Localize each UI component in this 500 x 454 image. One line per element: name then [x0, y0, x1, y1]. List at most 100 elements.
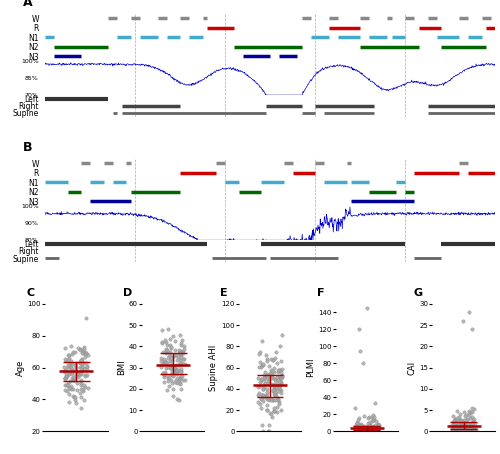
- Point: [64, 356, 72, 364]
- Point: [165, 373, 173, 380]
- Point: [258, 375, 266, 383]
- Point: [359, 360, 367, 367]
- Point: [165, 382, 173, 390]
- Point: [470, 427, 478, 434]
- Point: [354, 419, 362, 427]
- Point: [358, 427, 366, 434]
- Point: [366, 421, 374, 429]
- Point: [457, 427, 465, 434]
- Point: [468, 409, 476, 416]
- Point: [370, 414, 378, 421]
- Point: [374, 421, 382, 429]
- Point: [460, 425, 468, 432]
- Point: [450, 427, 458, 434]
- Point: [277, 368, 285, 375]
- Point: [68, 377, 76, 384]
- Point: [66, 363, 74, 370]
- Point: [254, 391, 262, 399]
- Point: [361, 426, 369, 434]
- Point: [73, 379, 81, 386]
- Point: [460, 422, 468, 429]
- Point: [458, 427, 466, 434]
- Point: [368, 424, 376, 432]
- Point: [178, 350, 186, 357]
- Point: [354, 423, 362, 430]
- Point: [160, 373, 168, 380]
- Point: [369, 426, 377, 433]
- Point: [272, 376, 280, 384]
- Point: [463, 420, 471, 428]
- Point: [366, 423, 374, 430]
- Point: [448, 421, 456, 428]
- Point: [368, 427, 376, 434]
- Point: [176, 356, 184, 364]
- Point: [180, 345, 188, 353]
- Point: [362, 305, 370, 312]
- Point: [276, 385, 283, 393]
- Point: [270, 385, 278, 392]
- Point: [465, 309, 473, 316]
- Point: [466, 420, 474, 428]
- Point: [82, 314, 90, 321]
- Point: [256, 348, 264, 355]
- Point: [163, 346, 171, 354]
- Point: [266, 411, 274, 418]
- Point: [64, 390, 72, 398]
- Point: [370, 416, 378, 424]
- Point: [452, 426, 460, 433]
- Point: [353, 419, 361, 426]
- Point: [173, 370, 181, 377]
- Point: [264, 406, 272, 413]
- Point: [270, 407, 278, 415]
- Point: [167, 361, 175, 369]
- Point: [162, 386, 170, 394]
- Point: [366, 428, 374, 435]
- Point: [260, 398, 268, 405]
- Point: [358, 426, 366, 434]
- Point: [167, 370, 175, 378]
- Point: [163, 360, 171, 367]
- Point: [358, 427, 366, 434]
- Point: [360, 426, 368, 434]
- Point: [360, 428, 368, 435]
- Point: [354, 427, 362, 434]
- Point: [160, 371, 168, 378]
- Point: [72, 360, 80, 367]
- Point: [61, 345, 69, 352]
- Point: [464, 420, 472, 428]
- Point: [173, 366, 181, 374]
- Point: [469, 416, 477, 423]
- Point: [266, 410, 274, 417]
- Point: [172, 370, 180, 377]
- Point: [469, 426, 477, 434]
- Point: [168, 385, 176, 393]
- Point: [255, 363, 263, 370]
- Point: [352, 422, 360, 429]
- Point: [375, 422, 383, 429]
- Point: [262, 388, 270, 395]
- Point: [271, 392, 279, 399]
- Point: [259, 361, 267, 369]
- Point: [256, 401, 264, 408]
- Point: [464, 425, 471, 433]
- Point: [275, 387, 283, 395]
- Point: [355, 415, 363, 422]
- Point: [70, 393, 78, 400]
- Point: [172, 365, 180, 372]
- Point: [174, 354, 182, 361]
- Point: [174, 361, 182, 369]
- Point: [67, 369, 75, 376]
- Point: [450, 417, 458, 424]
- Point: [274, 367, 282, 374]
- Point: [177, 385, 185, 393]
- Point: [452, 424, 460, 431]
- Point: [67, 385, 75, 392]
- Point: [80, 360, 88, 367]
- Point: [367, 427, 375, 434]
- Point: [374, 426, 382, 433]
- Point: [66, 377, 74, 385]
- Point: [274, 397, 281, 404]
- Point: [270, 380, 278, 387]
- Point: [62, 365, 70, 373]
- Point: [462, 423, 470, 430]
